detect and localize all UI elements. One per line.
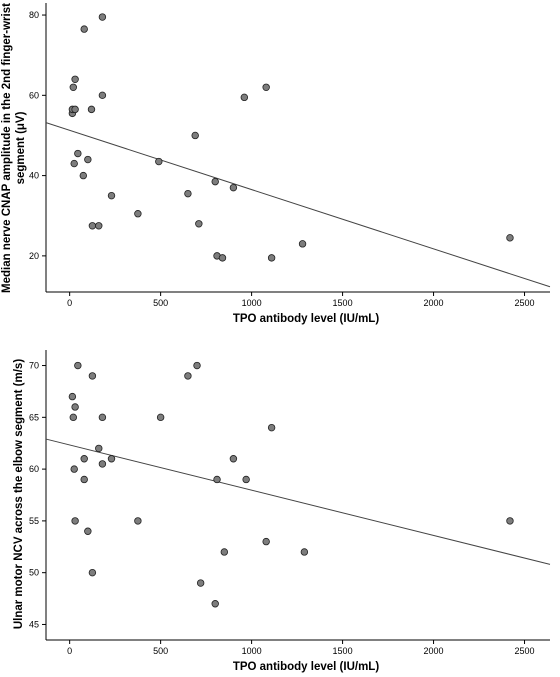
data-point [69,413,77,422]
y-tick-label: 45 [29,619,39,629]
data-point [88,372,97,380]
x-tick-label: 0 [67,646,72,656]
data-point [70,465,78,473]
data-point [70,159,78,168]
data-point [88,222,97,230]
data-point [298,240,307,248]
x-axis-label: TPO antibody level (IU/mL) [233,313,379,325]
x-axis-label: TPO antibody level (IU/mL) [233,661,379,673]
y-tick-label: 65 [29,412,39,422]
data-point [84,155,92,164]
data-point [134,517,142,525]
data-point [107,455,116,463]
y-axis-label: Median nerve CNAP amplitude in the 2nd f… [1,3,27,293]
data-point [211,177,219,186]
y-tick-label: 70 [29,361,39,371]
data-point [74,149,82,158]
y-tick-label: 60 [29,90,39,100]
data-point [218,254,227,262]
data-point [98,413,107,422]
data-point [74,361,82,370]
y-tick-label: 20 [29,251,39,261]
data-point [196,579,205,587]
x-tick-label: 500 [153,646,168,656]
x-tick-label: 0 [67,298,72,308]
data-point [80,25,88,33]
x-tick-label: 1000 [242,298,262,308]
data-point [71,517,79,525]
x-tick-label: 1000 [242,646,262,656]
data-point [71,105,79,114]
data-point [71,403,79,411]
y-tick-label: 50 [29,568,39,578]
data-point [193,361,201,370]
data-point [211,600,219,608]
x-tick-label: 500 [153,298,168,308]
data-point [107,191,116,200]
data-point [184,189,192,198]
data-point [267,423,276,432]
y-tick-label: 60 [29,464,39,474]
data-point [156,413,165,422]
chart-ulnar-ncv: 0 500 1000 1500 2000 2500 45 50 55 60 65 70 TPO anti… [13,350,551,673]
data-point [69,83,77,91]
data-point [80,475,88,484]
data-point [191,131,199,140]
data-point [229,183,238,192]
data-point [506,234,514,242]
data-point [134,210,142,218]
data-point [155,157,163,166]
data-point [95,444,103,453]
data-point [262,537,270,546]
y-tick-label: 40 [29,171,39,181]
data-point [262,83,270,91]
data-point [184,372,192,380]
y-tick-label: 80 [29,10,39,20]
x-tick-label: 1500 [333,646,353,656]
data-point [229,455,238,463]
data-point [84,527,92,535]
y-axis-label: Ulnar motor NCV across the elbow segment… [13,359,25,629]
data-point [220,548,229,556]
data-point [300,548,309,556]
data-point [68,392,77,401]
data-point [267,254,276,262]
data-point [240,93,249,102]
data-point [88,568,97,577]
data-point [242,475,250,484]
regression-line [45,438,551,565]
data-point [87,105,96,114]
data-point [71,75,79,83]
x-tick-label: 2000 [424,646,444,656]
data-point [79,171,87,180]
data-point [95,222,103,230]
data-point [506,517,514,525]
x-tick-label: 2500 [515,298,535,308]
data-point [98,460,107,468]
chart-median-cnap: 0 500 1000 1500 2000 2500 20 40 60 80 TPO antibody… [1,3,551,325]
y-tick-label: 55 [29,516,39,526]
data-point [195,220,203,228]
data-point [98,91,107,100]
x-tick-label: 2500 [515,646,535,656]
x-tick-label: 1500 [333,298,353,308]
data-point [98,13,107,21]
regression-line [45,122,551,288]
data-point [213,475,221,484]
x-tick-label: 2000 [424,298,444,308]
data-point [80,455,88,463]
